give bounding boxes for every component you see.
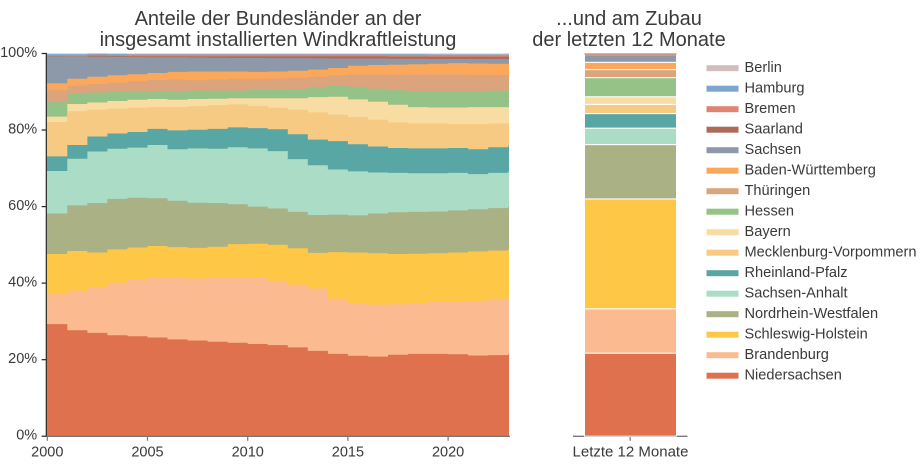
svg-text:Schleswig-Holstein: Schleswig-Holstein <box>745 327 868 343</box>
svg-text:2005: 2005 <box>131 445 163 461</box>
svg-text:der letzten 12 Monate: der letzten 12 Monate <box>532 29 725 51</box>
svg-text:Anteile der Bundesländer an de: Anteile der Bundesländer an der <box>135 8 422 30</box>
svg-text:Saarland: Saarland <box>745 122 803 138</box>
svg-text:Sachsen-Anhalt: Sachsen-Anhalt <box>745 286 848 302</box>
svg-text:100%: 100% <box>0 45 37 61</box>
svg-text:Thüringen: Thüringen <box>745 183 811 199</box>
svg-text:2020: 2020 <box>432 445 464 461</box>
svg-text:Bayern: Bayern <box>745 224 791 240</box>
svg-text:Berlin: Berlin <box>745 60 782 76</box>
svg-text:40%: 40% <box>8 274 37 290</box>
svg-text:Mecklenburg-Vorpommern: Mecklenburg-Vorpommern <box>745 245 917 261</box>
svg-text:Bremen: Bremen <box>745 101 796 117</box>
svg-text:0%: 0% <box>16 428 37 444</box>
svg-text:2000: 2000 <box>31 445 63 461</box>
svg-text:insgesamt installierten Windkr: insgesamt installierten Windkraftleistun… <box>100 29 457 51</box>
svg-text:Brandenburg: Brandenburg <box>745 347 829 363</box>
svg-text:Baden-Württemberg: Baden-Württemberg <box>745 163 876 179</box>
svg-text:Hessen: Hessen <box>745 204 794 220</box>
svg-text:Nordrhein-Westfalen: Nordrhein-Westfalen <box>745 306 879 322</box>
svg-text:Letzte 12 Monate: Letzte 12 Monate <box>573 444 689 461</box>
svg-text:80%: 80% <box>8 121 37 137</box>
svg-text:...und am Zubau: ...und am Zubau <box>556 8 702 30</box>
svg-text:20%: 20% <box>8 351 37 367</box>
svg-text:60%: 60% <box>8 198 37 214</box>
svg-text:Sachsen: Sachsen <box>745 142 802 158</box>
svg-text:Hamburg: Hamburg <box>745 81 805 97</box>
svg-text:2010: 2010 <box>232 445 264 461</box>
svg-text:2015: 2015 <box>332 445 364 461</box>
svg-text:Niedersachsen: Niedersachsen <box>745 368 842 384</box>
svg-text:Rheinland-Pfalz: Rheinland-Pfalz <box>745 265 848 281</box>
